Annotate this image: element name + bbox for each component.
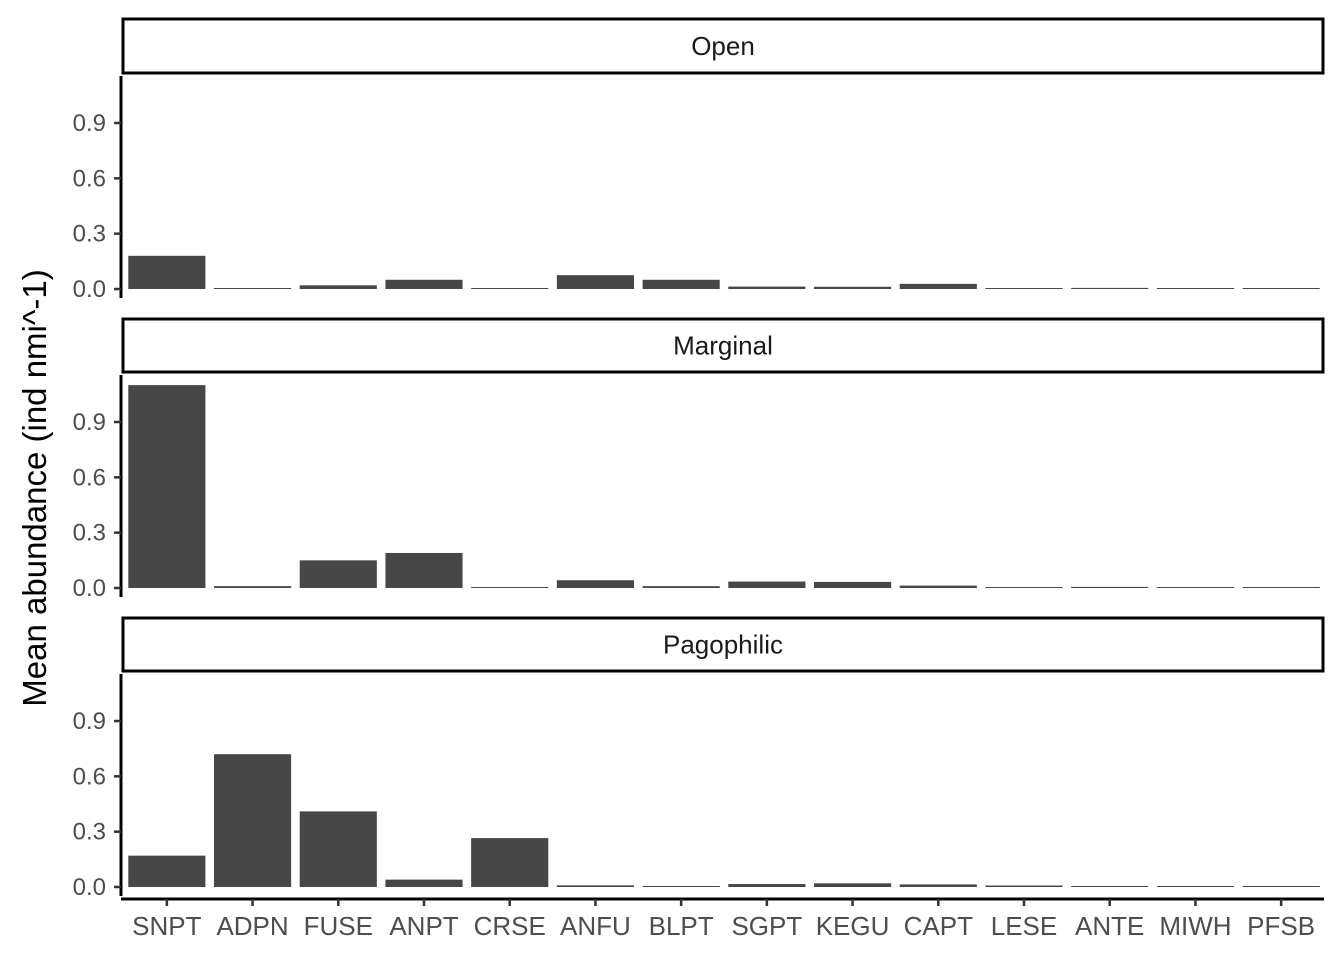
bar-pagophilic-fuse	[299, 811, 377, 887]
bar-pagophilic-blpt	[642, 886, 720, 887]
y-tick-label-pagophilic-2: 0.6	[73, 763, 106, 790]
x-tick-label-lese: LESE	[991, 911, 1058, 941]
strip-box-pagophilic	[121, 616, 1325, 673]
x-tick-label-blpt: BLPT	[649, 911, 714, 941]
bar-marginal-kegu	[814, 581, 892, 588]
bar-marginal-sgpt	[728, 581, 806, 588]
bar-open-ante	[1071, 287, 1149, 289]
bar-open-kegu	[814, 286, 892, 289]
bar-pagophilic-anfu	[556, 885, 634, 887]
bar-open-blpt	[642, 279, 720, 289]
bar-open-crse	[471, 288, 549, 289]
y-tick-label-pagophilic-1: 0.3	[73, 819, 106, 846]
y-tick-label-open-1: 0.3	[73, 221, 106, 248]
bar-open-miwh	[1156, 288, 1234, 289]
x-tick-label-adpn: ADPN	[216, 911, 288, 941]
y-tick-label-pagophilic-3: 0.9	[73, 708, 106, 735]
bar-open-snpt	[128, 255, 206, 289]
y-tick-label-open-0: 0.0	[73, 276, 106, 303]
bar-open-sgpt	[728, 286, 806, 289]
bar-open-fuse	[299, 285, 377, 289]
bar-pagophilic-lese	[985, 885, 1063, 887]
bar-pagophilic-miwh	[1156, 886, 1234, 887]
bar-pagophilic-ante	[1071, 886, 1149, 887]
x-tick-label-pfsb: PFSB	[1247, 911, 1315, 941]
y-tick-label-marginal-2: 0.6	[73, 464, 106, 491]
bar-marginal-crse	[471, 587, 549, 588]
bar-pagophilic-adpn	[214, 754, 292, 887]
y-tick-label-open-2: 0.6	[73, 165, 106, 192]
bar-pagophilic-snpt	[128, 855, 206, 887]
bar-pagophilic-anpt	[385, 879, 463, 887]
bar-open-anpt	[385, 279, 463, 289]
x-tick-label-fuse: FUSE	[304, 911, 373, 941]
x-tick-label-capt: CAPT	[904, 911, 973, 941]
bar-open-adpn	[214, 288, 292, 289]
bar-marginal-anfu	[556, 580, 634, 588]
bar-marginal-fuse	[299, 560, 377, 588]
strip-label-open: Open	[691, 31, 755, 61]
bar-pagophilic-crse	[471, 838, 549, 887]
y-tick-label-pagophilic-0: 0.0	[73, 874, 106, 901]
y-tick-label-marginal-1: 0.3	[73, 520, 106, 547]
y-tick-label-marginal-0: 0.0	[73, 575, 106, 602]
bar-marginal-anpt	[385, 552, 463, 588]
bar-pagophilic-capt	[899, 884, 977, 887]
bar-pagophilic-sgpt	[728, 884, 806, 887]
bar-marginal-adpn	[214, 586, 292, 588]
x-tick-label-kegu: KEGU	[816, 911, 890, 941]
bar-marginal-lese	[985, 587, 1063, 588]
bar-open-capt	[899, 283, 977, 289]
y-tick-label-marginal-3: 0.9	[73, 409, 106, 436]
y-tick-label-open-3: 0.9	[73, 110, 106, 137]
bar-marginal-ante	[1071, 586, 1149, 588]
bar-open-anfu	[556, 275, 634, 289]
bar-marginal-capt	[899, 585, 977, 588]
strip-box-marginal	[121, 317, 1325, 374]
strip-label-pagophilic: Pagophilic	[663, 630, 783, 660]
bar-pagophilic-kegu	[814, 883, 892, 887]
x-tick-label-anpt: ANPT	[389, 911, 458, 941]
x-tick-label-ante: ANTE	[1075, 911, 1144, 941]
x-tick-label-snpt: SNPT	[132, 911, 201, 941]
x-tick-label-anfu: ANFU	[560, 911, 631, 941]
x-tick-label-miwh: MIWH	[1159, 911, 1231, 941]
bar-open-pfsb	[1242, 288, 1320, 289]
bar-open-lese	[985, 288, 1063, 289]
strip-label-marginal: Marginal	[673, 331, 773, 361]
bar-marginal-blpt	[642, 586, 720, 588]
bar-marginal-snpt	[128, 385, 206, 588]
bar-marginal-pfsb	[1242, 587, 1320, 588]
x-tick-label-sgpt: SGPT	[731, 911, 802, 941]
bar-pagophilic-pfsb	[1242, 886, 1320, 887]
bar-marginal-miwh	[1156, 587, 1234, 588]
strip-box-open	[121, 17, 1325, 75]
y-axis-title: Mean abundance (ind nmi^-1)	[16, 269, 53, 706]
x-tick-label-crse: CRSE	[474, 911, 546, 941]
